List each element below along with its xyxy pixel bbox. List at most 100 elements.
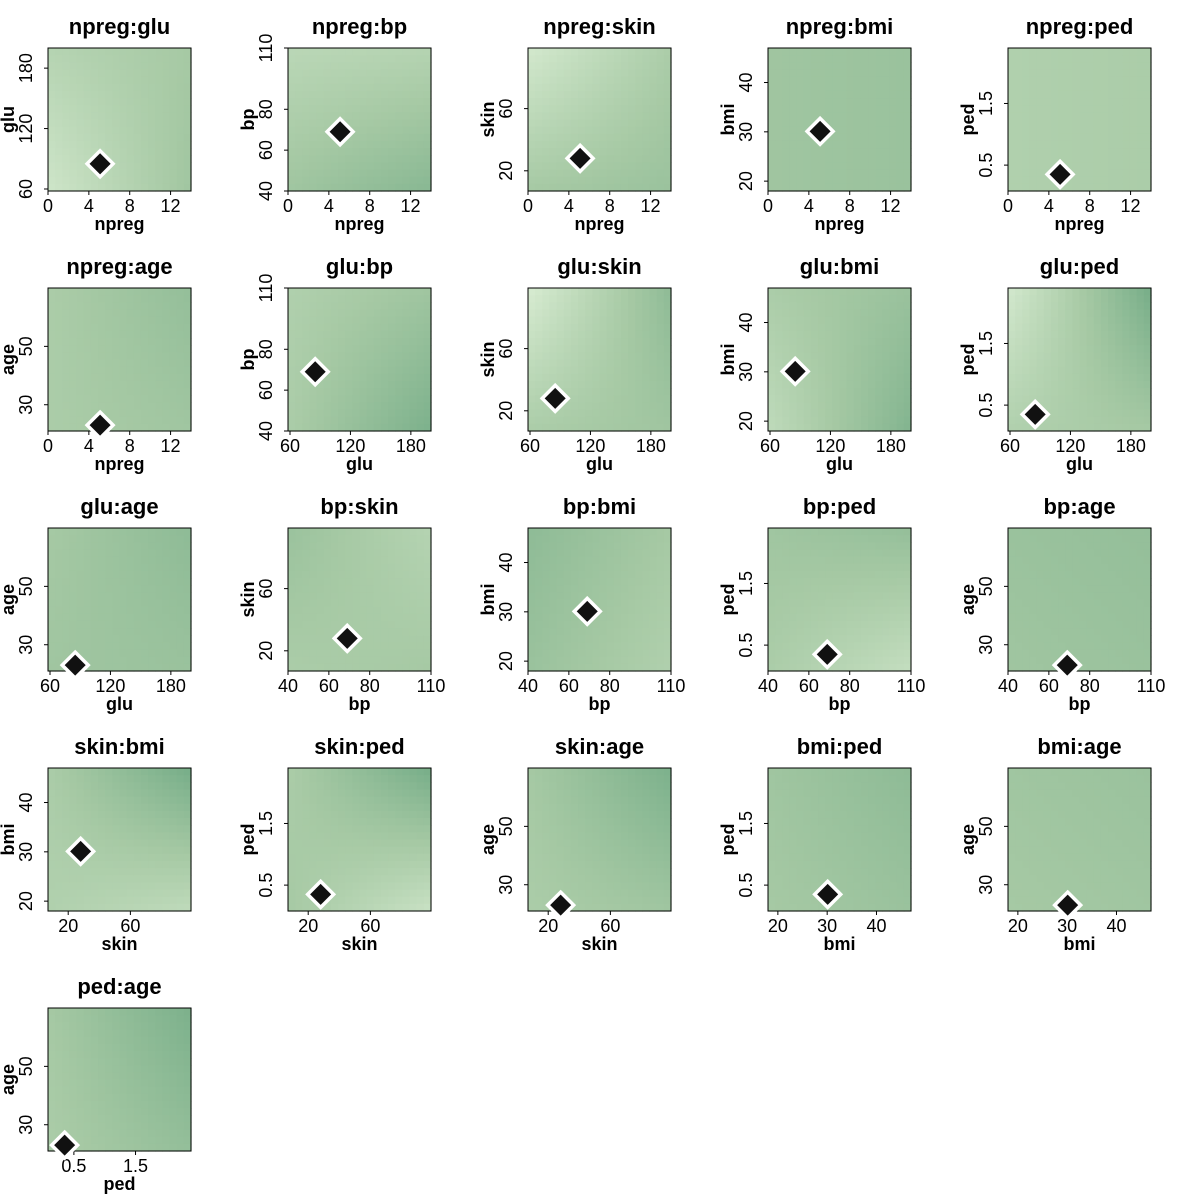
heatmap-cell [402,119,411,128]
heatmap-cell [635,388,643,396]
heatmap-cell [423,90,432,99]
heatmap-cell [853,62,862,71]
heatmap-cell [359,338,368,346]
heatmap-cell [810,183,819,192]
heatmap-cell [768,155,776,163]
heatmap-cell [323,352,332,361]
x-tick-label: 60 [520,436,540,456]
heatmap-cell [345,416,353,425]
heatmap-cell [395,528,403,536]
heatmap-cell [649,98,658,106]
heatmap-cell [535,395,543,403]
heatmap-cell [768,288,776,296]
heatmap-cell [846,373,855,382]
heatmap-cell [183,556,192,565]
heatmap-cell [388,620,396,629]
y-tick-label: 1.5 [976,331,996,356]
heatmap-cell [366,528,375,536]
heatmap-cell [1043,183,1052,192]
heatmap-cell [62,409,71,418]
heatmap-cell [183,628,192,636]
heatmap-cell [112,295,121,303]
heatmap-cell [1108,183,1116,192]
heatmap-cell [105,169,113,178]
heatmap-cell [83,578,92,586]
heatmap-cell [183,105,192,113]
heatmap-cell [119,388,128,396]
heatmap-cell [119,409,128,418]
heatmap-cell [62,402,71,411]
heatmap-cell [373,620,382,629]
heatmap-cell [1029,90,1038,99]
heatmap-cell [119,563,128,572]
heatmap-cell [309,613,318,622]
heatmap-cell [402,380,411,389]
heatmap-cell [330,642,339,651]
heatmap-cell [133,373,142,382]
heatmap-cell [416,112,425,121]
heatmap-cell [302,69,311,78]
heatmap-cell [373,628,382,636]
heatmap-cell [48,83,56,92]
heatmap-cell [388,563,396,572]
heatmap-cell [119,98,128,106]
heatmap-cell [1050,183,1059,192]
heatmap-cell [83,359,92,368]
heatmap-cell [112,155,121,163]
heatmap-cell [620,309,629,318]
heatmap-cell [1143,330,1152,339]
heatmap-cell [323,570,332,579]
heatmap-cell [380,288,389,296]
heatmap-cell [889,409,898,418]
heatmap-cell [169,162,178,171]
heatmap-cell [578,416,586,425]
heatmap-cell [613,309,622,318]
heatmap-cell [316,635,325,643]
heatmap-cell [613,359,622,368]
heatmap-cell [1050,309,1059,318]
heatmap-cell [606,83,615,92]
heatmap-cell [832,162,841,171]
heatmap-cell [606,62,615,71]
heatmap-cell [635,409,643,418]
heatmap-cell [1072,55,1081,63]
heatmap-cell [105,295,113,303]
heatmap-cell [1143,105,1152,113]
heatmap-cell [1029,309,1038,318]
heatmap-cell [1036,140,1045,149]
heatmap-cell [1065,295,1073,303]
heatmap-cell [155,69,163,78]
heatmap-cell [656,105,665,113]
heatmap-cell [903,288,912,296]
heatmap-cell [373,380,382,389]
heatmap-cell [1093,288,1102,296]
x-axis-label: npreg [94,454,144,474]
heatmap-cell [1065,90,1073,99]
heatmap-cell [380,570,389,579]
heatmap-cell [83,338,92,346]
heatmap-cell [903,302,912,311]
heatmap-cell [656,133,665,142]
heatmap-cell [402,288,411,296]
heatmap-cell [359,162,368,171]
heatmap-cell [578,338,586,346]
heatmap-cell [1143,395,1152,403]
heatmap-cell [853,176,862,185]
heatmap-cell [620,359,629,368]
heatmap-cell [323,98,332,106]
heatmap-cell [789,140,798,149]
heatmap-cell [535,169,543,178]
heatmap-cell [388,302,396,311]
heatmap-cell [76,606,85,615]
heatmap-cell [535,162,543,171]
heatmap-cell [105,380,113,389]
heatmap-cell [288,119,296,128]
heatmap-cell [288,423,296,432]
heatmap-cell [1136,302,1145,311]
heatmap-cell [295,402,303,411]
heatmap-cell [62,330,71,339]
heatmap-cell [663,83,672,92]
heatmap-cell [62,549,71,558]
heatmap-cell [663,373,672,382]
heatmap-cell [818,359,826,368]
